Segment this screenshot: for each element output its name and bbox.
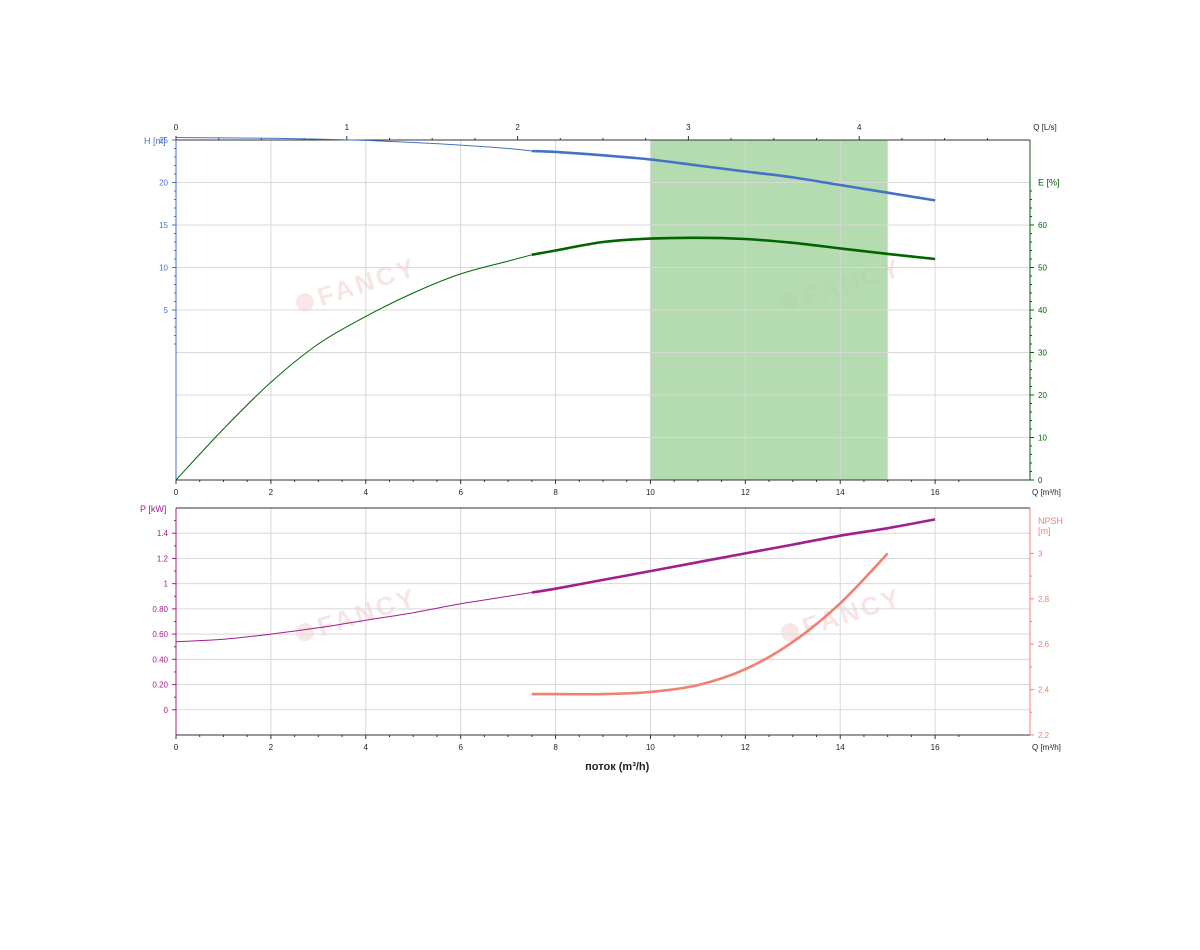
- y-tick-label: 10: [159, 264, 168, 273]
- x2-axis-label: Q [L/s]: [1033, 123, 1057, 132]
- watermark: FANCY: [295, 252, 421, 312]
- y-tick-label: 5: [164, 306, 169, 315]
- y-tick-label: 0.20: [152, 681, 168, 690]
- y2-tick-label: 3: [1038, 549, 1043, 558]
- y2-tick-label: 2.6: [1038, 640, 1050, 649]
- x-tick-label: 6: [458, 743, 463, 752]
- watermark-logo-icon: [780, 623, 799, 642]
- x-tick-label: 6: [458, 488, 463, 497]
- watermark-text: FANCY: [314, 582, 421, 642]
- flow-axis-title: поток (m³/h): [585, 761, 649, 773]
- x-tick-label: 14: [836, 743, 845, 752]
- y-tick-label: 0.80: [152, 605, 168, 614]
- watermark-logo-icon: [295, 623, 314, 642]
- x-tick-label: 10: [646, 743, 655, 752]
- y2-tick-label: 40: [1038, 306, 1047, 315]
- x-tick-label: 2: [269, 488, 274, 497]
- x2-tick-label: 2: [515, 123, 520, 132]
- efficiency-curve-bold: [531, 236, 936, 261]
- y-tick-label: 1: [164, 580, 169, 589]
- y-tick-label: 0.40: [152, 655, 168, 664]
- y-tick-label: 25: [159, 136, 168, 145]
- y-axis-label: H [m]: [144, 136, 166, 146]
- y2-axis-label-line1: NPSH: [1038, 516, 1063, 526]
- x-tick-label: 2: [269, 743, 274, 752]
- y2-tick-label: 2.2: [1038, 731, 1050, 740]
- y2-axis-label: E [%]: [1038, 178, 1060, 188]
- y2-tick-label: 30: [1038, 349, 1047, 358]
- x-tick-label: 10: [646, 488, 655, 497]
- x-tick-label: 12: [741, 488, 750, 497]
- x-axis-label: Q [m³/h]: [1032, 488, 1061, 497]
- y2-tick-label: 50: [1038, 264, 1047, 273]
- x-tick-label: 14: [836, 488, 845, 497]
- x-tick-label: 16: [931, 743, 940, 752]
- x-tick-label: 4: [364, 743, 369, 752]
- x-tick-label: 12: [741, 743, 750, 752]
- x2-tick-label: 1: [345, 123, 350, 132]
- y2-tick-label: 2.4: [1038, 686, 1050, 695]
- npsh-curve-bold: [531, 552, 889, 696]
- x-tick-label: 16: [931, 488, 940, 497]
- power-curve-bold: [531, 518, 936, 594]
- x-tick-label: 8: [553, 488, 558, 497]
- y-tick-label: 15: [159, 221, 168, 230]
- x-tick-label: 8: [553, 743, 558, 752]
- y-tick-label: 1.4: [157, 529, 169, 538]
- efficiency-curve-thin: [175, 254, 532, 481]
- y2-tick-label: 20: [1038, 391, 1047, 400]
- y2-axis-label-line2: [m]: [1038, 526, 1051, 536]
- y2-tick-label: 10: [1038, 434, 1047, 443]
- watermark-text: FANCY: [314, 252, 421, 312]
- y-tick-label: 0: [164, 706, 169, 715]
- watermark: FANCY: [295, 582, 421, 642]
- x-tick-label: 4: [364, 488, 369, 497]
- x2-tick-label: 4: [857, 123, 862, 132]
- x-tick-label: 0: [174, 743, 179, 752]
- x-axis-label: Q [m³/h]: [1032, 743, 1061, 752]
- watermark-logo-icon: [295, 293, 314, 312]
- upper-panel-head-efficiency: 0 2 4 6 8 10 12 14 16 Q [m³/h]0 1 2 3 4 Q [L/s]5101520…: [144, 123, 1061, 497]
- head-curve-thin: [175, 137, 532, 152]
- power-curve-thin: [175, 592, 532, 643]
- y-axis-label: P [kW]: [140, 504, 166, 514]
- y-tick-label: 20: [159, 179, 168, 188]
- x2-tick-label: 0: [174, 123, 179, 132]
- head-curve-bold: [531, 149, 936, 202]
- y-tick-label: 1.2: [157, 554, 169, 563]
- y2-tick-label: 2.8: [1038, 595, 1050, 604]
- y-tick-label: 0.60: [152, 630, 168, 639]
- x2-tick-label: 3: [686, 123, 691, 132]
- y2-tick-label: 0: [1038, 476, 1043, 485]
- x-tick-label: 0: [174, 488, 179, 497]
- lower-panel-power-npsh: 0 2 4 6 8 10 12 14 16 Q [m³/h] поток (m³/h) 0 0.20 0.…: [140, 504, 1063, 773]
- y2-tick-label: 60: [1038, 221, 1047, 230]
